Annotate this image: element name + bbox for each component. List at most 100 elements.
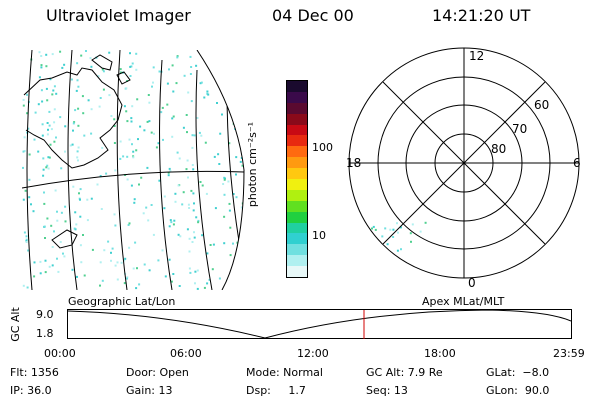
image-speck: [23, 231, 26, 234]
image-speck: [372, 225, 375, 228]
image-speck: [130, 120, 133, 123]
image-speck: [61, 66, 64, 69]
image-speck: [187, 203, 190, 206]
image-speck: [205, 192, 208, 195]
image-speck: [71, 143, 74, 146]
polar-axis-diagonal: [382, 81, 546, 245]
image-speck: [206, 90, 209, 93]
image-speck: [392, 228, 395, 231]
image-speck: [51, 93, 54, 96]
colorbar-segment: [287, 124, 307, 136]
image-speck: [23, 136, 26, 139]
image-speck: [70, 78, 73, 81]
image-speck: [78, 192, 80, 195]
image-speck: [203, 286, 206, 289]
image-speck: [22, 150, 25, 153]
image-speck: [119, 140, 122, 143]
image-speck: [135, 149, 138, 152]
image-speck: [56, 219, 59, 222]
image-speck: [99, 284, 101, 287]
timeline-x-tick-0000: 00:00: [44, 347, 76, 360]
image-speck: [26, 286, 29, 289]
image-speck: [55, 136, 57, 139]
status-door: Door: Open: [126, 366, 189, 379]
image-speck: [200, 134, 203, 137]
image-speck: [241, 164, 244, 167]
image-speck: [227, 180, 230, 183]
image-speck: [56, 257, 58, 260]
image-speck: [97, 75, 100, 78]
image-speck: [157, 259, 160, 262]
image-speck: [33, 138, 36, 141]
image-speck: [73, 227, 76, 230]
image-speck: [55, 92, 58, 95]
timeline-y-tick-min: 1.8: [36, 327, 54, 340]
image-speck: [385, 251, 388, 254]
status-seq: Seq: 13: [366, 384, 408, 397]
image-speck: [235, 173, 237, 176]
image-speck: [176, 56, 179, 59]
image-speck: [155, 146, 158, 149]
image-speck: [41, 100, 44, 103]
image-speck: [60, 211, 63, 214]
image-speck: [242, 253, 244, 256]
image-speck: [228, 142, 231, 145]
image-speck: [22, 104, 25, 107]
image-speck: [387, 279, 389, 281]
image-speck: [110, 115, 113, 117]
image-speck: [77, 85, 80, 88]
image-speck: [424, 221, 427, 224]
timeline-x-tick-1800: 18:00: [424, 347, 456, 360]
image-speck: [195, 64, 198, 67]
image-speck: [358, 223, 361, 226]
timeline-left-title: Geographic Lat/Lon: [68, 295, 176, 308]
image-speck: [85, 50, 87, 52]
image-speck: [403, 270, 406, 273]
timeline-x-tick-0600: 06:00: [170, 347, 202, 360]
image-speck: [53, 85, 56, 88]
image-speck: [72, 122, 75, 125]
image-speck: [132, 156, 135, 159]
image-speck: [126, 277, 128, 280]
image-speck: [113, 125, 116, 127]
image-speck: [143, 129, 146, 132]
image-speck: [186, 228, 189, 231]
image-speck: [193, 134, 196, 137]
status-glat: GLat: −8.0: [486, 366, 550, 379]
image-speck: [221, 113, 223, 116]
image-speck: [376, 248, 379, 251]
image-speck: [53, 121, 56, 124]
colorbar-segment: [287, 266, 307, 278]
image-speck: [138, 183, 140, 186]
timeline-y-title: GC Alt: [8, 307, 22, 342]
image-speck: [201, 234, 204, 237]
image-speck: [48, 110, 51, 113]
image-speck: [374, 246, 377, 249]
image-speck: [200, 81, 203, 84]
image-speck: [42, 174, 45, 177]
image-speck: [64, 220, 67, 223]
image-speck: [90, 132, 93, 135]
image-speck: [192, 192, 195, 195]
parallel-line: [22, 170, 244, 189]
polar-plot: 12 18 6 0 60 70 80: [346, 47, 581, 290]
image-speck: [147, 94, 150, 96]
image-speck: [212, 243, 215, 246]
image-speck: [221, 75, 224, 78]
image-speck: [46, 99, 49, 102]
image-speck: [363, 255, 366, 258]
image-speck: [194, 282, 196, 285]
timeline-plot: [67, 309, 572, 339]
image-speck: [57, 270, 60, 273]
meridian-line: [26, 50, 33, 290]
image-speck: [79, 198, 81, 201]
image-speck: [199, 82, 202, 85]
image-speck: [177, 233, 180, 236]
image-speck: [182, 191, 185, 194]
image-speck: [182, 126, 185, 129]
timeline-right-title: Apex MLat/MLT: [422, 295, 505, 308]
image-speck: [120, 261, 123, 264]
image-speck: [389, 254, 392, 257]
image-speck: [173, 219, 176, 222]
image-speck: [146, 120, 149, 123]
